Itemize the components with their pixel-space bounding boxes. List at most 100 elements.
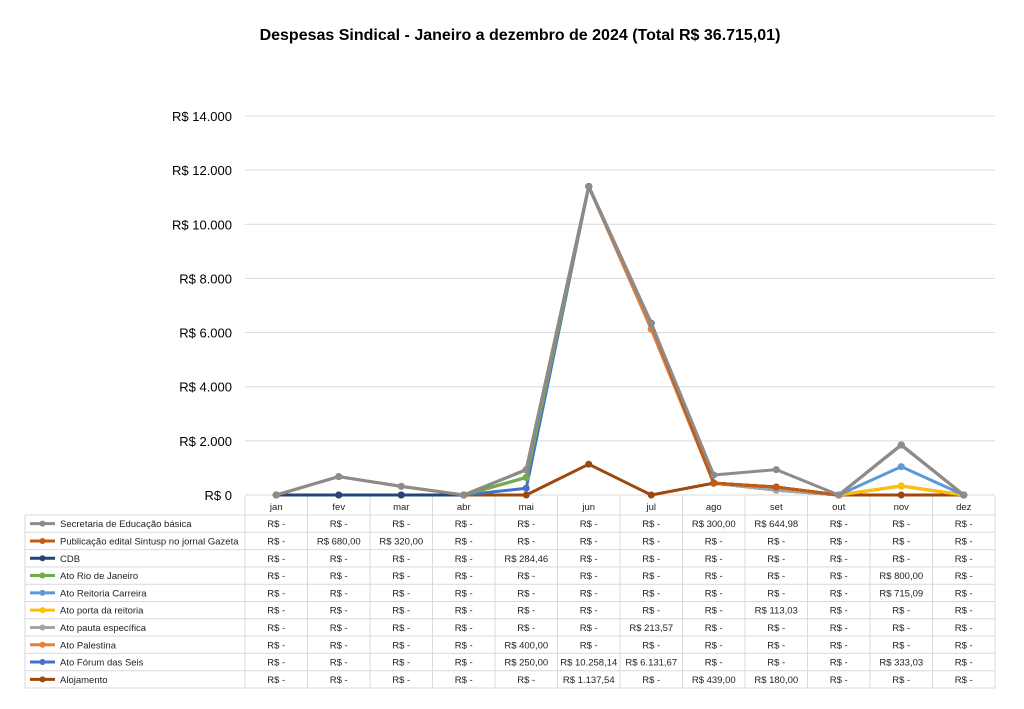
table-cell-value: R$ - xyxy=(455,658,473,669)
table-cell-value: R$ - xyxy=(517,623,535,634)
table-cell-value: R$ 1.137,54 xyxy=(563,675,615,686)
legend-label: Alojamento xyxy=(60,675,108,686)
table-cell-value: R$ - xyxy=(767,623,785,634)
table-cell-value: R$ - xyxy=(642,640,660,651)
table-cell-value: R$ - xyxy=(392,675,410,686)
table-cell-value: R$ - xyxy=(580,571,598,582)
data-point xyxy=(647,319,655,327)
table-cell-value: R$ - xyxy=(955,554,973,565)
table-cell-value: R$ - xyxy=(455,623,473,634)
data-point xyxy=(647,491,655,499)
table-cell-value: R$ - xyxy=(267,588,285,599)
table-cell-value: R$ - xyxy=(330,571,348,582)
series-line xyxy=(276,185,964,497)
table-cell-value: R$ - xyxy=(892,675,910,686)
table-cell-value: R$ - xyxy=(830,606,848,617)
table-cell-value: R$ - xyxy=(767,640,785,651)
table-cell-value: R$ - xyxy=(517,588,535,599)
data-point xyxy=(835,491,843,499)
y-tick-label: R$ 8.000 xyxy=(179,271,232,286)
table-cell-value: R$ - xyxy=(955,606,973,617)
y-tick-label: R$ 12.000 xyxy=(172,163,232,178)
legend-key-marker xyxy=(39,555,46,562)
table-cell-value: R$ - xyxy=(705,554,723,565)
y-tick-label: R$ 4.000 xyxy=(179,380,232,395)
table-cell-value: R$ - xyxy=(267,536,285,547)
table-cell-value: R$ - xyxy=(455,606,473,617)
table-cell-value: R$ - xyxy=(830,640,848,651)
series-line xyxy=(275,185,965,497)
legend-key-marker xyxy=(39,641,46,648)
table-cell-value: R$ 680,00 xyxy=(317,536,361,547)
legend-label: Ato pauta específica xyxy=(60,623,147,634)
table-cell-value: R$ 180,00 xyxy=(754,675,798,686)
table-cell-value: R$ - xyxy=(830,658,848,669)
table-cell-value: R$ - xyxy=(455,640,473,651)
legend-label: Publicação edital Sintusp no jornal Gaze… xyxy=(60,536,239,547)
table-cell-value: R$ 715,09 xyxy=(879,588,923,599)
y-tick-label: R$ 14.000 xyxy=(172,109,232,124)
data-point xyxy=(272,491,280,499)
table-cell-value: R$ - xyxy=(642,675,660,686)
series-line xyxy=(276,185,964,497)
table-cell-value: R$ - xyxy=(705,536,723,547)
table-cell-value: R$ 284,46 xyxy=(504,554,548,565)
table-cell-value: R$ - xyxy=(392,658,410,669)
table-cell-value: R$ - xyxy=(580,640,598,651)
table-cell-value: R$ 10.258,14 xyxy=(560,658,617,669)
table-cell-value: R$ - xyxy=(267,519,285,530)
table-cell-value: R$ - xyxy=(642,536,660,547)
series-line xyxy=(276,185,965,497)
data-point xyxy=(522,466,530,474)
table-cell-value: R$ - xyxy=(955,588,973,599)
data-point xyxy=(772,466,780,474)
table-cell-value: R$ - xyxy=(642,606,660,617)
table-cell-value: R$ - xyxy=(830,571,848,582)
x-category-label: nov xyxy=(894,502,910,513)
table-cell-value: R$ - xyxy=(330,675,348,686)
x-category-label: mai xyxy=(519,502,534,513)
table-cell-value: R$ - xyxy=(705,571,723,582)
table-cell-value: R$ - xyxy=(767,658,785,669)
table-cell-value: R$ - xyxy=(767,536,785,547)
table-cell-value: R$ - xyxy=(955,571,973,582)
data-point xyxy=(897,482,905,490)
table-cell-value: R$ - xyxy=(642,554,660,565)
table-cell-value: R$ - xyxy=(767,554,785,565)
data-point xyxy=(522,484,530,492)
table-cell-value: R$ - xyxy=(955,623,973,634)
table-cell-value: R$ - xyxy=(392,640,410,651)
data-point xyxy=(897,491,905,499)
table-cell-value: R$ 800,00 xyxy=(879,571,923,582)
table-cell-value: R$ - xyxy=(330,623,348,634)
data-point xyxy=(460,491,468,499)
table-cell-value: R$ - xyxy=(892,536,910,547)
data-point xyxy=(897,463,905,471)
table-cell-value: R$ 250,00 xyxy=(504,658,548,669)
data-point xyxy=(335,491,343,499)
legend-label: Ato Palestina xyxy=(60,640,117,651)
data-point xyxy=(772,483,780,491)
data-point xyxy=(585,183,593,191)
table-cell-value: R$ - xyxy=(830,675,848,686)
y-tick-label: R$ 2.000 xyxy=(179,434,232,449)
table-cell-value: R$ 644,98 xyxy=(754,519,798,530)
table-cell-value: R$ 333,03 xyxy=(879,658,923,669)
legend-key-marker xyxy=(39,607,46,614)
table-cell-value: R$ - xyxy=(892,623,910,634)
table-cell-value: R$ - xyxy=(830,623,848,634)
table-cell-value: R$ - xyxy=(830,554,848,565)
table-cell-value: R$ - xyxy=(330,606,348,617)
x-category-label: jan xyxy=(269,502,283,513)
table-cell-value: R$ - xyxy=(580,623,598,634)
table-cell-value: R$ - xyxy=(517,519,535,530)
table-cell-value: R$ - xyxy=(455,675,473,686)
x-category-label: fev xyxy=(332,502,345,513)
table-cell-value: R$ 439,00 xyxy=(692,675,736,686)
x-category-label: dez xyxy=(956,502,972,513)
table-cell-value: R$ - xyxy=(767,588,785,599)
legend-label: Secretaria de Educação básica xyxy=(60,519,192,530)
table-cell-value: R$ - xyxy=(955,658,973,669)
table-cell-value: R$ - xyxy=(517,536,535,547)
